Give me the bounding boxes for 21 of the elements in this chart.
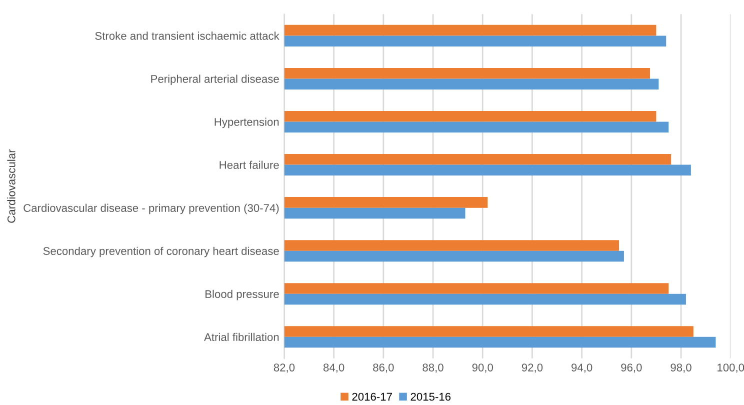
x-tick-label: 100,0	[718, 364, 744, 373]
x-tick-label: 84,0	[323, 364, 344, 373]
y-tick-label: Stroke and transient ischaemic attack	[95, 32, 280, 40]
y-tick-label: Cardiovascular disease - primary prevention (30-74)	[24, 204, 279, 214]
x-tick-label: 92,0	[522, 364, 543, 373]
x-tick-label: 86,0	[373, 364, 394, 373]
y-tick-label: Peripheral arterial disease	[151, 74, 279, 86]
x-tick-label: 90,0	[472, 364, 493, 373]
x-tick-label: 82,0	[274, 364, 295, 373]
x-tick-label: 98,0	[670, 364, 692, 373]
y-tick-label: Blood pressure	[206, 290, 279, 300]
x-tick-label: 94,0	[572, 364, 592, 373]
y-axis-title: Cardiovascular	[7, 149, 16, 223]
x-tick-label: 88,0	[422, 364, 444, 373]
y-tick-label: Secondary prevention of coronary heart disease	[43, 246, 279, 258]
legend-label: 2015-16	[410, 392, 451, 401]
y-tick-label: Hypertension	[214, 118, 279, 128]
legend-label: 2016-17	[352, 392, 392, 401]
y-tick-label: Atrial fibrillation	[204, 332, 279, 342]
x-tick-label: 96,0	[621, 364, 642, 373]
y-tick-label: Heart failure	[220, 160, 279, 169]
